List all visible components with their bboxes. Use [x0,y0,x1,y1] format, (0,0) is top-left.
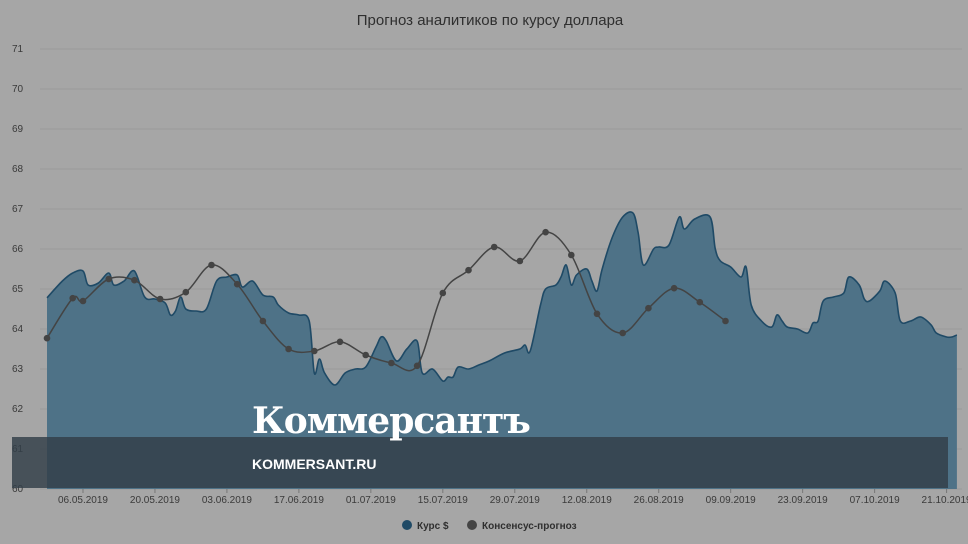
x-tick-label: 15.07.2019 [418,495,468,506]
x-tick-label: 12.08.2019 [562,495,612,506]
x-tick-label: 29.07.2019 [490,495,540,506]
chart-title: Прогноз аналитиков по курсу доллара [357,12,624,29]
x-tick-label: 09.09.2019 [706,495,756,506]
consensus-point[interactable] [439,289,447,297]
consensus-point[interactable] [336,338,344,346]
consensus-point[interactable] [156,295,164,303]
y-tick-label: 65 [12,284,24,295]
consensus-point[interactable] [516,257,524,265]
consensus-point[interactable] [43,334,51,342]
consensus-point[interactable] [465,266,472,274]
x-axis: 06.05.2019 20.05.2019 03.06.2019 17.06.2019… [58,489,968,506]
x-tick-label: 26.08.2019 [634,495,684,506]
consensus-point[interactable] [69,294,76,302]
usd-rate-area-fill [47,211,957,489]
y-tick-label: 68 [12,164,24,175]
consensus-point[interactable] [670,284,678,292]
consensus-point[interactable] [182,288,190,296]
y-tick-label: 67 [12,204,24,215]
legend-marker-usd-rate [402,520,412,530]
consensus-point[interactable] [233,280,241,288]
consensus-point[interactable] [542,228,549,236]
consensus-point[interactable] [131,276,138,284]
legend-marker-consensus [467,520,477,530]
consensus-point[interactable] [645,304,652,312]
x-tick-label: 23.09.2019 [778,495,828,506]
consensus-point[interactable] [696,298,704,306]
consensus-forecast-line [43,228,729,372]
x-tick-label: 01.07.2019 [346,495,396,506]
consensus-point[interactable] [285,345,292,353]
consensus-point[interactable] [311,347,318,355]
consensus-point[interactable] [79,297,87,305]
legend-label-usd-rate[interactable]: Курс $ [417,521,449,532]
y-tick-label: 66 [12,244,24,255]
y-tick-label: 70 [12,84,24,95]
consensus-point[interactable] [568,251,575,259]
x-tick-label: 03.06.2019 [202,495,252,506]
consensus-point[interactable] [593,310,601,318]
consensus-point[interactable] [259,317,267,325]
y-tick-label: 60 [12,484,24,495]
y-tick-label: 71 [12,44,24,55]
y-axis: 606162636465666768697071 [12,44,24,495]
y-tick-label: 63 [12,364,24,375]
x-tick-label: 07.10.2019 [850,495,900,506]
usd-rate-line [46,211,958,386]
kommersant-logo: Коммерсантъ [252,400,531,442]
consensus-point[interactable] [722,317,729,325]
consensus-point[interactable] [619,329,626,337]
x-tick-label: 06.05.2019 [58,495,108,506]
x-tick-label: 21.10.2019 [922,495,968,506]
y-tick-label: 69 [12,124,24,135]
y-tick-label: 62 [12,404,24,415]
consensus-point[interactable] [388,359,395,367]
consensus-point[interactable] [413,362,421,370]
consensus-point[interactable] [208,261,215,269]
consensus-point[interactable] [362,351,370,359]
consensus-point[interactable] [490,243,498,251]
x-tick-label: 20.05.2019 [130,495,180,506]
consensus-point[interactable] [105,275,112,283]
consensus-line-path [46,231,726,372]
watermark-band [12,437,948,488]
kommersant-site-label[interactable]: KOMMERSANT.RU [252,456,377,472]
usd-rate-area [46,211,958,489]
y-tick-label: 64 [12,324,24,335]
x-tick-label: 17.06.2019 [274,495,324,506]
legend-label-consensus[interactable]: Консенсус-прогноз [482,521,577,532]
legend: Курс $ Консенсус-прогноз [402,520,577,532]
